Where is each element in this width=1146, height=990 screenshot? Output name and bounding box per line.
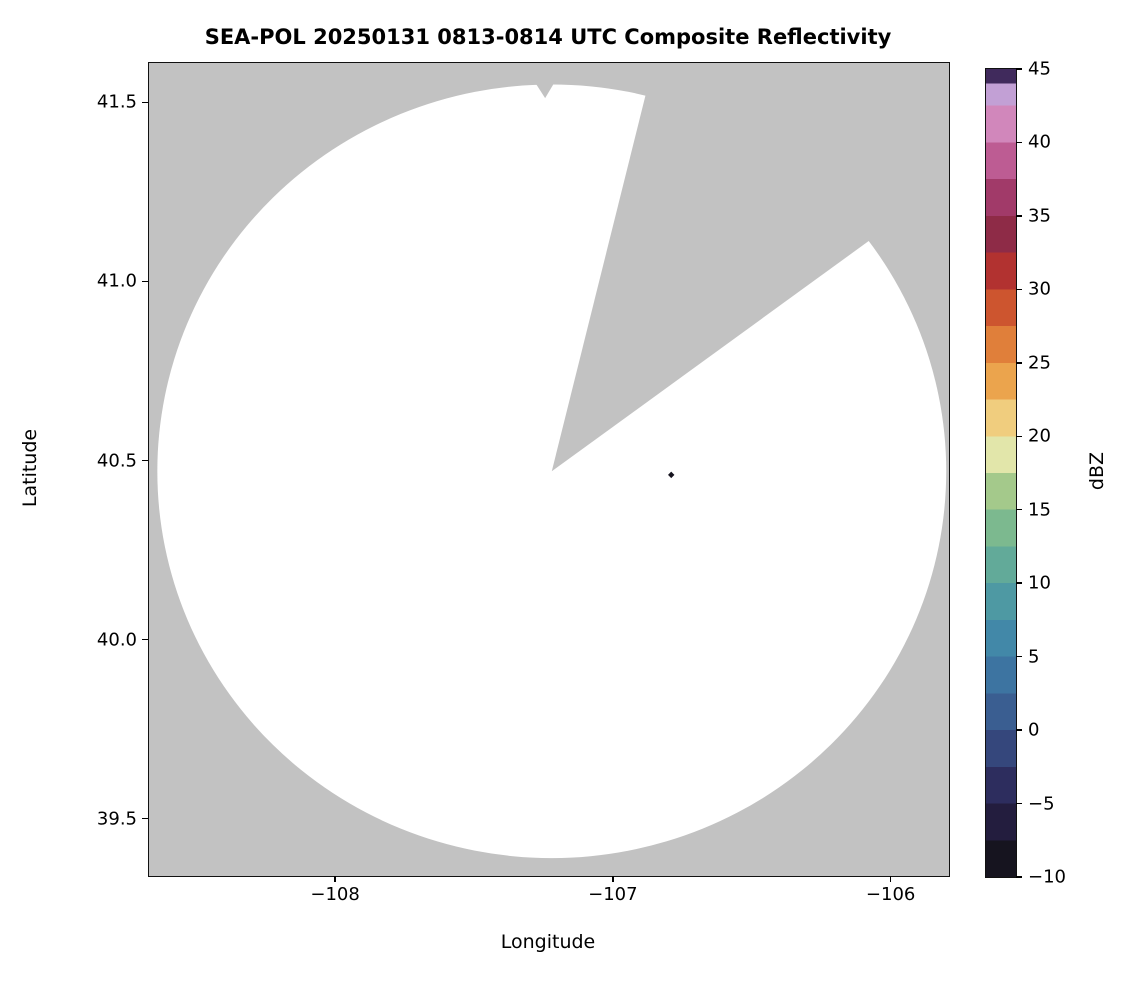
colorbar-tick-mark — [1016, 655, 1022, 658]
colorbar-tick-mark — [1016, 802, 1022, 805]
colorbar-tick-label: 35 — [1028, 205, 1051, 227]
colorbar-tick-label: 10 — [1028, 572, 1051, 594]
colorbar-tick-mark — [1016, 729, 1022, 731]
colorbar-tick-label: 45 — [1028, 58, 1051, 80]
x-tick-mark — [612, 876, 614, 882]
colorbar-tick-label: 30 — [1028, 278, 1051, 300]
x-tick-label: −106 — [865, 884, 916, 905]
y-tick-mark — [142, 638, 148, 641]
colorbar-tick-label: 0 — [1028, 719, 1040, 741]
chart-title: SEA-POL 20250131 0813-0814 UTC Composite… — [204, 25, 892, 49]
colorbar-tick-mark — [1016, 362, 1022, 364]
colorbar-tick-label: 40 — [1028, 131, 1051, 153]
colorbar-gradient — [986, 69, 1016, 877]
y-tick-mark — [142, 280, 148, 283]
colorbar-tick-label: 15 — [1028, 499, 1051, 521]
colorbar-label: dBZ — [1086, 451, 1108, 491]
colorbar-tick-mark — [1016, 141, 1022, 144]
colorbar-tick-label: −10 — [1028, 866, 1066, 888]
colorbar-tick-label: 20 — [1028, 425, 1051, 447]
colorbar: −10 −5 0 5 10 15 20 25 30 35 40 45 — [985, 59, 1066, 888]
x-tick-mark — [334, 876, 336, 882]
rim-notch — [532, 78, 557, 99]
colorbar-tick-label: 25 — [1028, 352, 1051, 374]
colorbar-tick-mark — [1016, 68, 1022, 70]
plot-area: −108 −107 −106 41.5 41.0 40.5 40.0 39.5 — [97, 62, 950, 905]
x-tick-label: −107 — [588, 884, 638, 905]
y-tick-mark — [142, 101, 148, 104]
colorbar-tick-mark — [1016, 508, 1022, 511]
colorbar-tick-mark — [1016, 288, 1022, 291]
y-tick-mark — [142, 459, 148, 462]
colorbar-tick-label: −5 — [1028, 793, 1055, 815]
echo-point — [668, 471, 675, 479]
colorbar-tick-mark — [1016, 215, 1022, 217]
colorbar-tick-label: 5 — [1028, 646, 1040, 668]
radar-plot-canvas — [157, 63, 949, 859]
y-tick-label: 39.5 — [96, 808, 137, 830]
blocked-sector-wedge — [551, 63, 949, 472]
y-tick-label: 41.0 — [96, 270, 137, 292]
y-tick-label: 40.5 — [96, 450, 137, 472]
y-tick-mark — [142, 817, 148, 820]
colorbar-tick-mark — [1016, 435, 1022, 438]
colorbar-tick-mark — [1016, 876, 1022, 878]
y-tick-label: 41.5 — [96, 91, 137, 113]
x-tick-mark — [889, 876, 892, 882]
x-tick-label: −108 — [310, 884, 360, 905]
y-axis-label: Latitude — [19, 428, 41, 508]
colorbar-tick-mark — [1016, 582, 1022, 584]
x-axis-label: Longitude — [500, 931, 596, 953]
y-tick-label: 40.0 — [96, 629, 137, 651]
